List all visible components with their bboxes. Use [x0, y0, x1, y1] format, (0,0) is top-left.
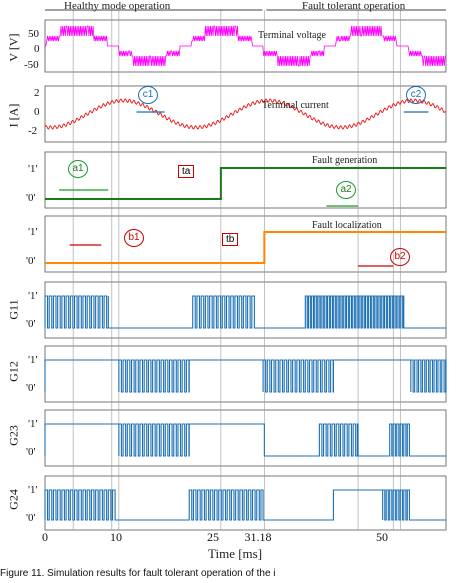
panel-frame-3 [44, 215, 447, 273]
ytick-fg-1: '1' [28, 163, 38, 175]
annotation-fault-localization: Fault localization [312, 220, 382, 231]
ytick-g24-0: '0' [26, 512, 36, 524]
figure-caption: Figure 11. Simulation results for fault … [0, 568, 276, 579]
ytick-g24-1: '1' [28, 484, 38, 496]
panel-frame-2 [44, 151, 447, 209]
ylabel-g23: G23 [6, 425, 21, 446]
marker-ta: ta [178, 165, 195, 178]
panel-frame-1 [44, 85, 447, 143]
ytick-v-m50: -50 [24, 59, 39, 71]
marker-a2: a2 [336, 181, 356, 199]
marker-c2: c2 [406, 86, 426, 104]
xtick-50: 50 [376, 530, 388, 544]
ytick-fg-0: '0' [26, 192, 36, 204]
g24-series [44, 489, 446, 521]
ytick-g23-1: '1' [28, 418, 38, 430]
header-left: Healthy mode operation [64, 0, 171, 12]
ytick-i-m2: -2 [28, 125, 38, 137]
marker-a1: a1 [68, 160, 88, 178]
panel-frame-6 [44, 409, 447, 467]
annotation-fault-generation: Fault generation [312, 155, 378, 166]
marker-c1: c1 [138, 86, 158, 104]
xtick-3118: 31.18 [244, 530, 272, 544]
g23-series [44, 423, 446, 457]
g12-series [44, 359, 447, 393]
ytick-v-0: 0 [34, 43, 40, 55]
ytick-g11-1: '1' [28, 290, 38, 302]
ylabel-g24: G24 [6, 489, 21, 510]
ytick-fl-0: '0' [26, 255, 36, 267]
ylabel-current: I [A] [6, 103, 21, 128]
ylabel-voltage: V [V] [6, 33, 21, 62]
ytick-i-2: 2 [34, 87, 40, 99]
panel-frame-5 [44, 345, 447, 403]
header-right: Fault tolerant operation [302, 0, 406, 12]
ytick-i-0: 0 [34, 106, 40, 118]
marker-tb: tb [222, 233, 239, 246]
ytick-g11-0: '0' [26, 318, 36, 330]
ytick-v-50: 50 [28, 28, 39, 40]
annotation-terminal-current: Terminal current [262, 100, 329, 111]
logic-series-3 [45, 231, 446, 264]
marker-b2: b2 [390, 248, 410, 266]
ylabel-g11: G11 [6, 299, 21, 320]
ytick-fl-1: '1' [28, 226, 38, 238]
ytick-g23-0: '0' [26, 446, 36, 458]
current-series [44, 98, 446, 130]
xtick-0: 0 [42, 530, 48, 544]
g11-series [44, 295, 446, 329]
annotation-terminal-voltage: Terminal voltage [258, 30, 326, 41]
x-axis-label: Time [ms] [208, 546, 263, 561]
xtick-10: 10 [110, 530, 122, 544]
marker-b1: b1 [124, 229, 144, 247]
xtick-25: 25 [207, 530, 219, 544]
logic-series-2 [45, 167, 446, 200]
ytick-g12-0: '0' [26, 382, 36, 394]
voltage-series [45, 25, 446, 67]
ylabel-g12: G12 [6, 361, 21, 382]
panel-frame-0 [44, 19, 447, 73]
ytick-g12-1: '1' [28, 354, 38, 366]
